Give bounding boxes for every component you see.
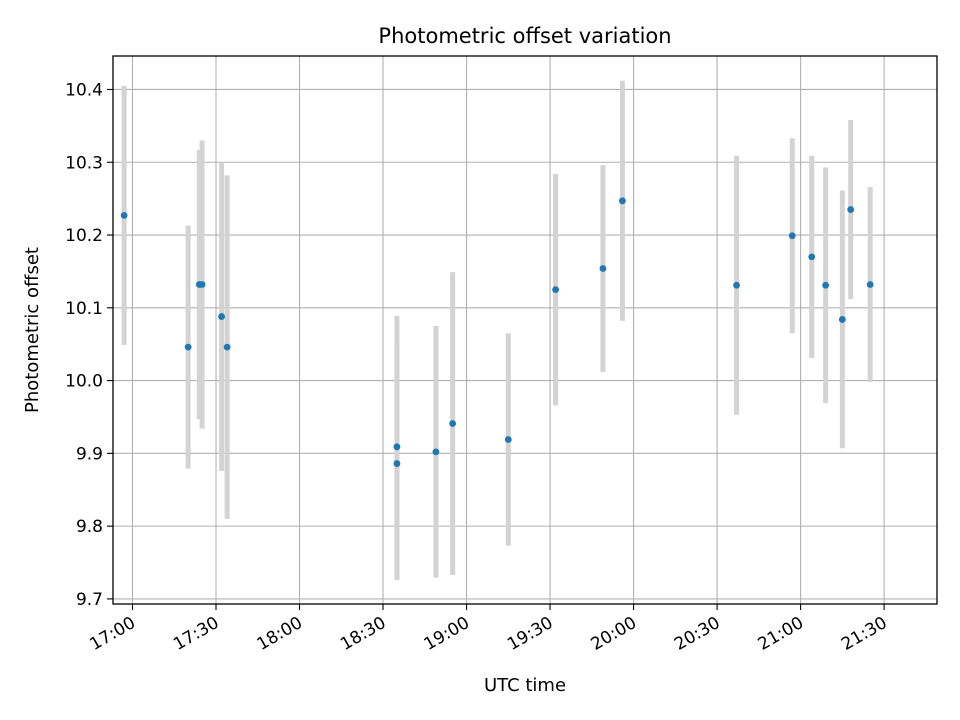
data-point bbox=[808, 253, 816, 261]
data-point bbox=[432, 448, 440, 456]
chart-title: Photometric offset variation bbox=[378, 24, 671, 48]
y-tick-label: 10.4 bbox=[65, 80, 103, 100]
y-tick-label: 10.3 bbox=[65, 153, 103, 173]
y-tick-label: 10.2 bbox=[65, 226, 103, 246]
data-point bbox=[822, 281, 830, 289]
y-axis-title: Photometric offset bbox=[22, 247, 43, 413]
y-tick-label: 9.8 bbox=[76, 517, 103, 537]
data-point bbox=[223, 343, 231, 351]
plot-frame bbox=[112, 55, 938, 605]
data-point bbox=[552, 286, 560, 294]
y-tick-label: 10.1 bbox=[65, 299, 103, 319]
data-point bbox=[866, 281, 874, 288]
data-point bbox=[504, 436, 512, 443]
data-points bbox=[120, 197, 874, 467]
y-tick-label: 9.9 bbox=[76, 444, 103, 464]
data-point bbox=[847, 206, 855, 213]
data-point bbox=[599, 265, 607, 272]
data-point bbox=[184, 343, 192, 351]
y-tick-label: 10.0 bbox=[65, 372, 103, 392]
data-point bbox=[393, 460, 401, 467]
data-point bbox=[198, 281, 206, 288]
data-point bbox=[733, 281, 740, 289]
x-axis-title: UTC time bbox=[484, 675, 566, 696]
data-point bbox=[788, 232, 796, 240]
y-axis: 9.7 9.8 9.9 10.0 10.1 10.2 10.3 10.4 bbox=[65, 80, 113, 610]
data-point bbox=[120, 211, 128, 219]
data-point bbox=[393, 443, 401, 451]
grid bbox=[113, 56, 937, 604]
data-point bbox=[619, 197, 626, 205]
y-tick-label: 9.7 bbox=[76, 590, 103, 610]
data-point bbox=[838, 316, 846, 323]
data-point bbox=[218, 313, 225, 320]
data-point bbox=[449, 420, 457, 427]
